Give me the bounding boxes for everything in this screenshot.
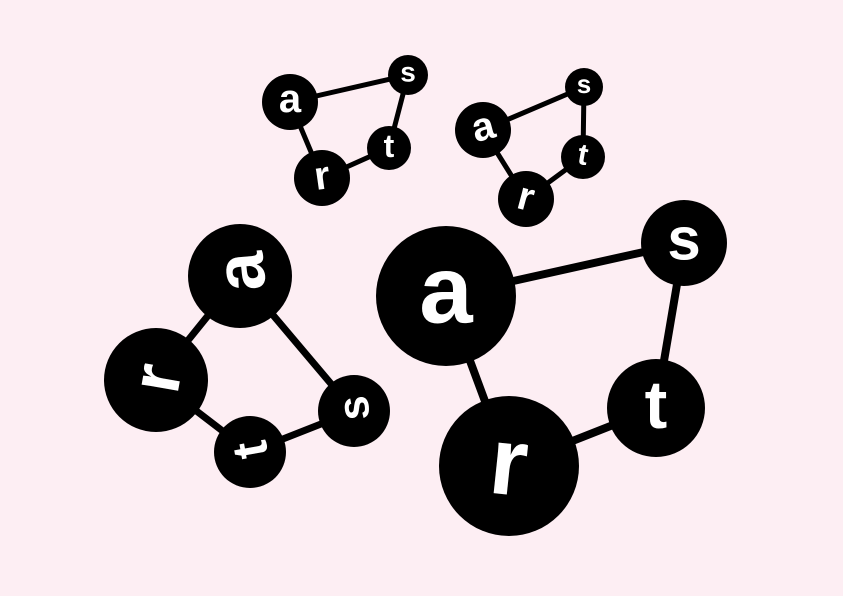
logo-small-left: a s t r [262,55,428,206]
node-t [214,416,286,488]
letter-r: r [311,153,333,199]
node-r [439,396,579,536]
node-r [294,150,350,206]
node-a [188,224,292,328]
letter-s: s [577,69,591,99]
node-a [262,74,318,130]
logo-large-right: a s t r [376,200,727,536]
node-s [641,200,727,286]
node-s [388,55,428,95]
node-r [104,328,208,432]
node-s [565,68,603,106]
node-t [561,135,605,179]
letter-t: t [384,128,395,164]
logo-small-right: a s t r [455,68,605,227]
logo-rotated-left: a s t r [104,224,390,488]
node-a [376,226,516,366]
letter-s: s [400,57,416,88]
node-a [455,102,511,158]
letter-a: a [199,248,280,295]
node-t [367,126,411,170]
letter-a: a [419,237,473,344]
letter-t: t [645,367,668,443]
letter-s: s [329,394,380,423]
letter-s: s [667,206,700,273]
node-s [318,375,390,447]
node-r [498,171,554,227]
letter-a: a [279,77,302,121]
node-t [607,359,705,457]
